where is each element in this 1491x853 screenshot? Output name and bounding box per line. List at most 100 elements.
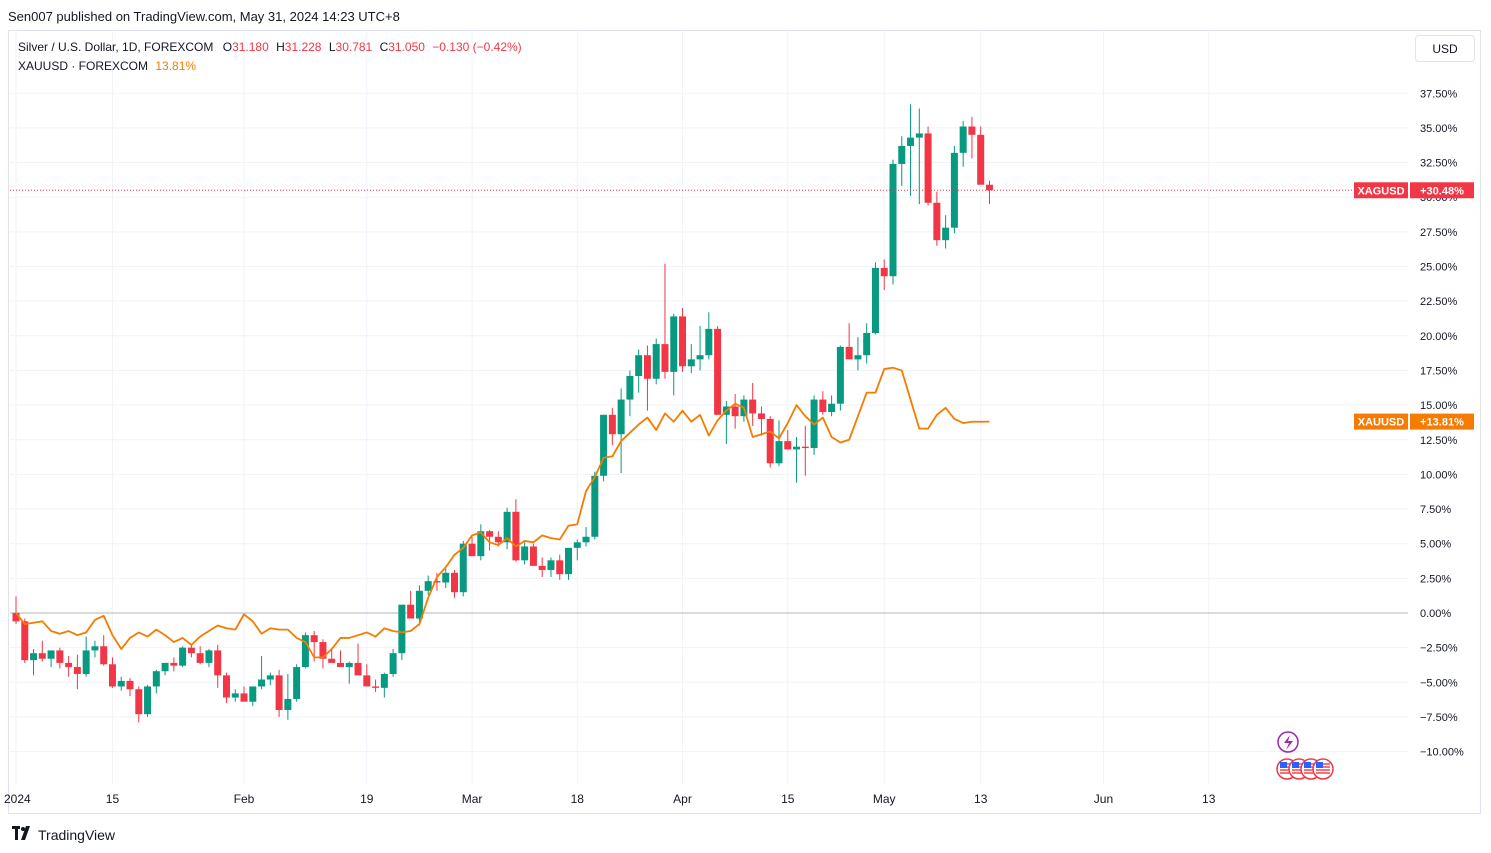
candle-body	[714, 328, 722, 415]
candle-body	[854, 355, 862, 360]
candle-body	[152, 671, 160, 687]
candle-body	[871, 267, 879, 334]
symbol-line: Silver / U.S. Dollar, 1D, FOREXCOM	[18, 40, 214, 54]
compare-legend[interactable]: XAUUSD · FOREXCOM 13.81%	[18, 59, 196, 73]
candle-body	[880, 267, 888, 277]
candle-body	[433, 581, 441, 583]
candle-body	[477, 531, 485, 557]
x-tick-label: 15	[106, 792, 120, 806]
x-tick-label: 18	[571, 792, 585, 806]
candle-body	[775, 441, 783, 464]
y-tick-label: 15.00%	[1420, 400, 1458, 412]
candle-body	[626, 375, 634, 400]
x-tick-label: Feb	[234, 792, 255, 806]
close-label: C	[379, 40, 389, 54]
candle-body	[933, 202, 941, 241]
candle-body	[608, 414, 616, 435]
candle-body	[652, 344, 660, 379]
x-tick-label: 13	[1202, 792, 1216, 806]
candle-body	[108, 664, 116, 687]
y-tick-label: 37.50%	[1420, 88, 1458, 100]
candle-body	[898, 145, 906, 164]
y-tick-label: 22.50%	[1420, 296, 1458, 308]
candle-body	[266, 675, 274, 680]
candle-body	[889, 163, 897, 277]
candle-body	[424, 581, 432, 591]
candle-body	[538, 565, 546, 571]
xagusd-value-bg	[1410, 182, 1474, 199]
flag-canton	[1292, 762, 1299, 768]
xagusd-name-label: XAGUSD	[1357, 185, 1404, 197]
y-tick-label: 0.00%	[1420, 608, 1451, 620]
candle-body	[12, 613, 20, 622]
candle-body	[766, 418, 774, 464]
candle-body	[319, 642, 327, 659]
candle-body	[336, 662, 344, 668]
y-tick-label: 2.50%	[1420, 573, 1451, 585]
candle-body	[556, 560, 564, 575]
candle-body	[977, 134, 985, 185]
candle-body	[100, 646, 108, 665]
y-tick-label: 20.00%	[1420, 331, 1458, 343]
currency-button[interactable]: USD	[1415, 35, 1475, 62]
candle-body	[328, 658, 336, 663]
candle-body	[503, 511, 511, 543]
candle-body	[284, 698, 292, 711]
x-tick-label: 15	[781, 792, 795, 806]
y-tick-label: −10.00%	[1420, 747, 1464, 759]
tradingview-logo-icon	[12, 826, 34, 843]
candle-body	[65, 662, 73, 668]
candle-body	[407, 604, 415, 619]
change-value: −0.130 (−0.42%)	[432, 40, 522, 54]
x-tick-label: 19	[360, 792, 374, 806]
candle-body	[950, 152, 958, 228]
candle-body	[442, 572, 450, 583]
flag-canton	[1304, 762, 1311, 768]
candle-body	[275, 675, 283, 711]
close-value: 31.050	[388, 40, 425, 54]
low-label: L	[328, 40, 336, 54]
candle-body	[784, 441, 792, 450]
compare-value: 13.81%	[155, 59, 197, 73]
candle-body	[249, 686, 257, 702]
candle-body	[512, 511, 520, 561]
candle-body	[959, 126, 967, 153]
candle-body	[179, 647, 187, 666]
candle-body	[486, 531, 494, 537]
xagusd-name-bg	[1354, 182, 1408, 199]
x-tick-label: Jun	[1094, 792, 1113, 806]
high-label: H	[276, 40, 285, 54]
candle-body	[30, 653, 38, 661]
candle-body	[240, 693, 248, 702]
open-label: O	[222, 40, 233, 54]
candle-body	[345, 662, 353, 668]
candle-body	[301, 635, 309, 668]
xauusd-line	[15, 366, 990, 659]
candle-body	[126, 680, 134, 690]
candle-body	[468, 543, 476, 557]
x-tick-label: May	[873, 792, 896, 806]
candle-body	[591, 475, 599, 537]
candle-body	[459, 543, 467, 593]
y-tick-label: −2.50%	[1420, 643, 1458, 655]
candle-body	[372, 686, 380, 688]
candle-body	[573, 542, 581, 548]
published-line: Sen007 published on TradingView.com, May…	[8, 9, 400, 24]
candle-body	[819, 399, 827, 413]
x-tick-label: 2024	[4, 792, 31, 806]
candle-body	[679, 316, 687, 367]
y-tick-label: −5.00%	[1420, 677, 1458, 689]
xauusd-name-bg	[1354, 413, 1408, 430]
high-value: 31.228	[284, 40, 322, 54]
candle-body	[21, 621, 29, 661]
candle-body	[389, 653, 397, 674]
main-legend: Silver / U.S. Dollar, 1D, FOREXCOM O31.1…	[18, 40, 522, 54]
candle-body	[801, 446, 809, 449]
candle-body	[415, 590, 423, 619]
y-tick-label: 27.50%	[1420, 227, 1458, 239]
candle-body	[56, 650, 64, 663]
y-tick-label: 17.50%	[1420, 365, 1458, 377]
candle-body	[985, 184, 993, 191]
candle-body	[380, 673, 388, 688]
